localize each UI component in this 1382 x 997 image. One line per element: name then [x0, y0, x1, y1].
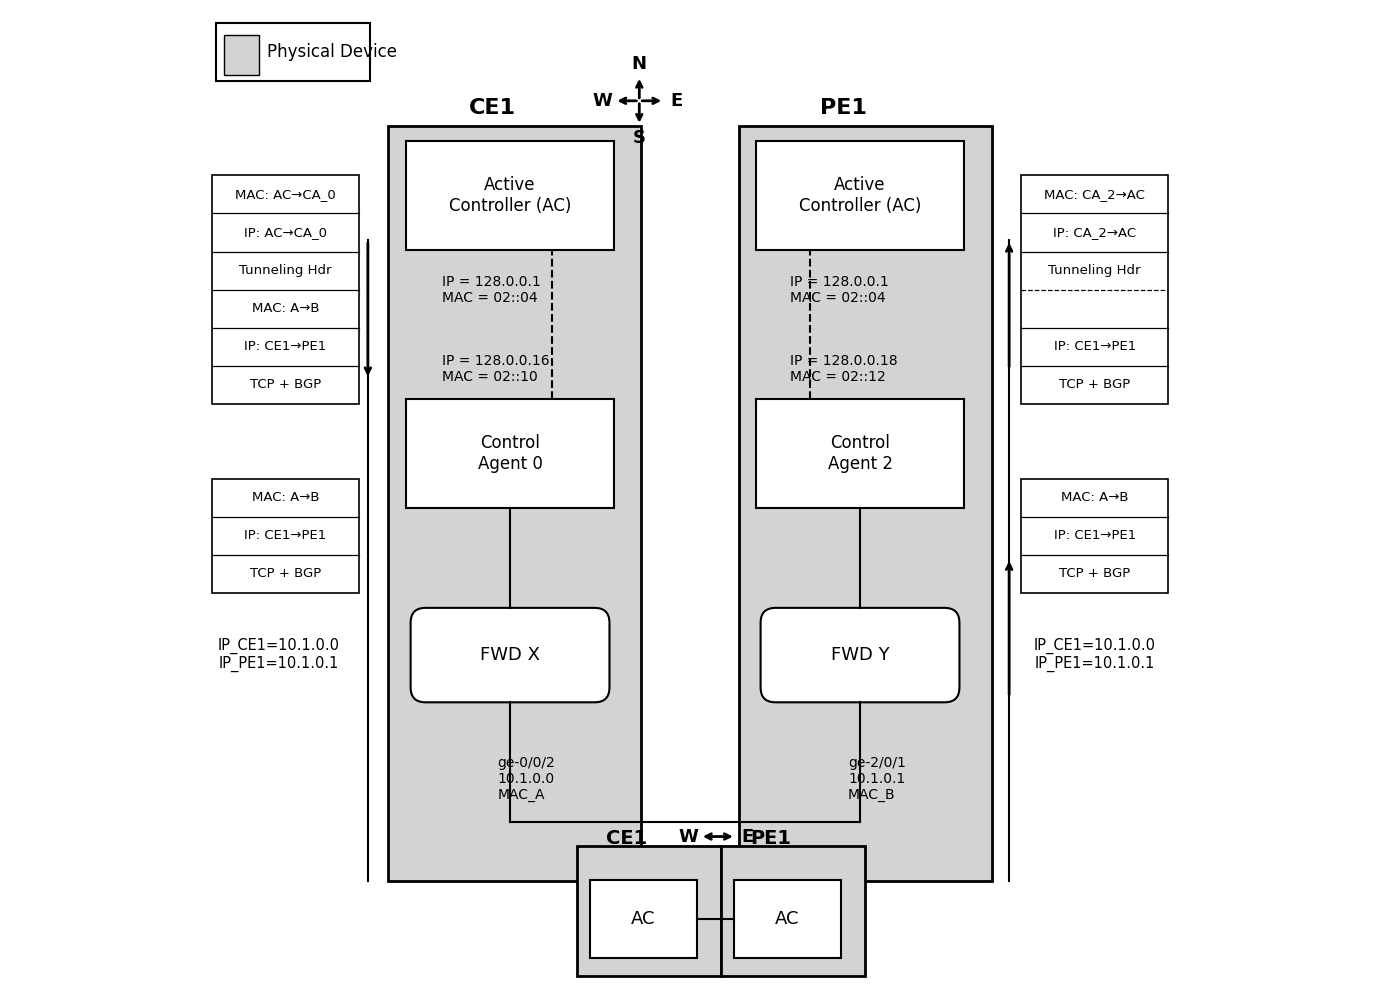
Text: IP = 128.0.0.18
MAC = 02::12: IP = 128.0.0.18 MAC = 02::12	[791, 354, 898, 385]
Text: IP: CE1→PE1: IP: CE1→PE1	[1053, 340, 1136, 353]
Bar	[739, 126, 992, 881]
Text: FWD Y: FWD Y	[831, 646, 890, 664]
Text: MAC: AC→CA_0: MAC: AC→CA_0	[235, 187, 336, 201]
Text: FWD X: FWD X	[480, 646, 540, 664]
Text: IP: CE1→PE1: IP: CE1→PE1	[245, 529, 326, 542]
Bar	[216, 23, 370, 81]
Bar	[211, 175, 359, 404]
FancyBboxPatch shape	[760, 608, 959, 702]
Text: CE1: CE1	[468, 98, 515, 118]
Text: Active
Controller (AC): Active Controller (AC)	[449, 175, 571, 214]
Text: ge-2/0/1
10.1.0.1
MAC_B: ge-2/0/1 10.1.0.1 MAC_B	[849, 756, 907, 803]
Text: Physical Device: Physical Device	[268, 43, 398, 61]
Text: AC: AC	[632, 910, 655, 928]
Text: PE1: PE1	[750, 830, 791, 848]
Bar	[388, 126, 641, 881]
Text: IP: AC→CA_0: IP: AC→CA_0	[243, 226, 328, 239]
Text: IP = 128.0.0.1
MAC = 02::04: IP = 128.0.0.1 MAC = 02::04	[791, 274, 889, 305]
Text: MAC: A→B: MAC: A→B	[1061, 492, 1129, 504]
Bar	[406, 141, 615, 250]
Text: W: W	[593, 92, 612, 110]
Text: TCP + BGP: TCP + BGP	[250, 567, 321, 580]
Text: MAC: CA_2→AC: MAC: CA_2→AC	[1045, 187, 1146, 201]
Text: Control
Agent 0: Control Agent 0	[478, 435, 543, 474]
FancyBboxPatch shape	[410, 608, 609, 702]
Bar	[1021, 175, 1168, 404]
Bar	[406, 399, 615, 508]
Bar	[211, 479, 359, 593]
Text: IP = 128.0.0.16
MAC = 02::10: IP = 128.0.0.16 MAC = 02::10	[442, 354, 550, 385]
Text: TCP + BGP: TCP + BGP	[250, 379, 321, 392]
Text: IP_CE1=10.1.0.0
IP_PE1=10.1.0.1: IP_CE1=10.1.0.0 IP_PE1=10.1.0.1	[1034, 638, 1155, 673]
Bar	[576, 846, 721, 976]
Text: ge-0/0/2
10.1.0.0
MAC_A: ge-0/0/2 10.1.0.0 MAC_A	[498, 756, 556, 803]
Text: E: E	[742, 828, 753, 845]
Text: MAC: A→B: MAC: A→B	[252, 492, 319, 504]
Text: TCP + BGP: TCP + BGP	[1059, 567, 1130, 580]
Text: Tunneling Hdr: Tunneling Hdr	[1049, 264, 1142, 277]
Text: AC: AC	[775, 910, 800, 928]
Text: N: N	[632, 55, 647, 73]
Bar	[1021, 479, 1168, 593]
Text: CE1: CE1	[605, 830, 647, 848]
Text: IP = 128.0.0.1
MAC = 02::04: IP = 128.0.0.1 MAC = 02::04	[442, 274, 542, 305]
Bar	[756, 399, 965, 508]
Text: W: W	[679, 828, 698, 845]
Text: Tunneling Hdr: Tunneling Hdr	[239, 264, 332, 277]
Text: Control
Agent 2: Control Agent 2	[828, 435, 893, 474]
Text: E: E	[670, 92, 683, 110]
Text: IP: CE1→PE1: IP: CE1→PE1	[1053, 529, 1136, 542]
Bar	[756, 141, 965, 250]
Bar	[590, 880, 697, 958]
Text: TCP + BGP: TCP + BGP	[1059, 379, 1130, 392]
Text: MAC: A→B: MAC: A→B	[252, 302, 319, 315]
Text: IP_CE1=10.1.0.0
IP_PE1=10.1.0.1: IP_CE1=10.1.0.0 IP_PE1=10.1.0.1	[217, 638, 340, 673]
Bar	[734, 880, 842, 958]
Text: PE1: PE1	[820, 98, 867, 118]
Bar	[721, 846, 865, 976]
Text: IP: CA_2→AC: IP: CA_2→AC	[1053, 226, 1136, 239]
Bar	[224, 35, 258, 75]
Text: Active
Controller (AC): Active Controller (AC)	[799, 175, 922, 214]
Text: IP: CE1→PE1: IP: CE1→PE1	[245, 340, 326, 353]
Text: S: S	[633, 129, 645, 147]
